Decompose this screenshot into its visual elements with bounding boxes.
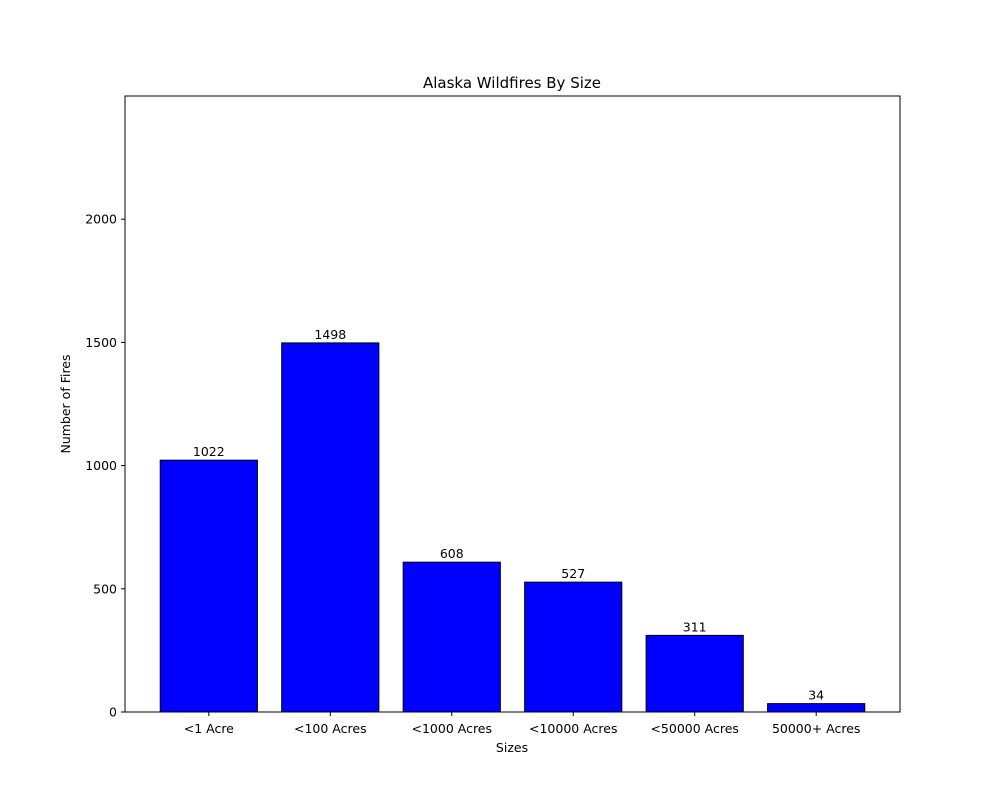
x-tick-label: <100 Acres bbox=[294, 721, 367, 736]
bar bbox=[767, 703, 866, 713]
bar-data-label: 1498 bbox=[314, 327, 346, 342]
bar bbox=[159, 459, 258, 713]
y-tick-label: 500 bbox=[93, 581, 117, 596]
plot-area-frame bbox=[124, 95, 901, 713]
y-tick-label: 0 bbox=[109, 705, 117, 720]
bar bbox=[645, 634, 744, 713]
bar-data-label: 527 bbox=[561, 566, 585, 581]
x-tick-label: 50000+ Acres bbox=[772, 721, 860, 736]
bar-data-label: 608 bbox=[440, 546, 464, 561]
bar-data-label: 311 bbox=[683, 619, 707, 634]
chart-title: Alaska Wildfires By Size bbox=[423, 74, 601, 92]
y-axis-ticks: 0 500 1000 1500 2000 bbox=[85, 212, 125, 720]
x-tick-label: <1000 Acres bbox=[411, 721, 492, 736]
x-tick-label: <1 Acre bbox=[184, 721, 234, 736]
x-axis-label: Sizes bbox=[496, 740, 528, 755]
y-tick-label: 1500 bbox=[85, 335, 117, 350]
bar bbox=[524, 581, 623, 713]
data-labels-group: 1022 1498 608 527 311 34 bbox=[193, 327, 824, 703]
y-axis-label: Number of Fires bbox=[58, 354, 73, 453]
bar bbox=[281, 342, 380, 713]
y-tick-label: 1000 bbox=[85, 458, 117, 473]
bar-data-label: 1022 bbox=[193, 444, 225, 459]
bar-data-label: 34 bbox=[808, 688, 824, 703]
bar bbox=[402, 561, 501, 713]
x-tick-label: <10000 Acres bbox=[529, 721, 617, 736]
x-axis-ticks: <1 Acre <100 Acres <1000 Acres <10000 Acres… bbox=[184, 712, 860, 736]
y-tick-label: 2000 bbox=[85, 212, 117, 227]
x-tick-label: <50000 Acres bbox=[650, 721, 738, 736]
bars-group bbox=[159, 342, 866, 713]
